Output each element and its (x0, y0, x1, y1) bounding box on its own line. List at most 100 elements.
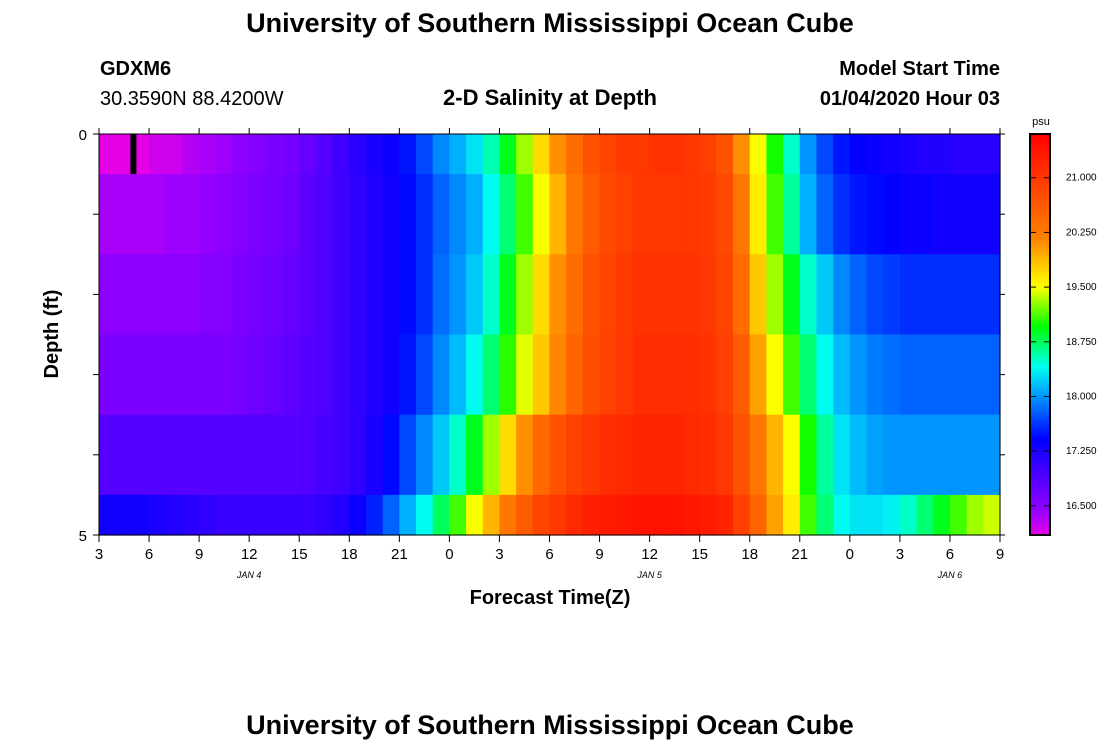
heatmap-cell (365, 414, 384, 496)
heatmap-cell (949, 414, 968, 496)
heatmap-cell (532, 254, 551, 336)
heatmap-cell (332, 254, 350, 336)
heatmap-cell (299, 134, 317, 175)
colorbar-tick-label: 16.500 (1066, 501, 1097, 512)
heatmap-cell (716, 174, 734, 255)
heatmap-cell (849, 414, 868, 496)
heatmap-cell (332, 134, 350, 175)
heatmap-cell (449, 134, 467, 175)
heatmap-cell (249, 254, 267, 336)
colorbar-tick-label: 18.750 (1066, 337, 1097, 348)
heatmap-cell (165, 174, 184, 255)
heatmap-cells (99, 134, 1001, 536)
heatmap-cell (549, 334, 567, 416)
heatmap-cell (733, 414, 751, 496)
heatmap-cell (499, 254, 517, 336)
heatmap-cell (215, 414, 234, 496)
heatmap-cell (399, 334, 417, 416)
heatmap-cell (99, 334, 117, 416)
heatmap-cell (983, 334, 1001, 416)
heatmap-cell (349, 134, 367, 175)
heatmap-cell (132, 494, 150, 536)
heatmap-cell (432, 174, 450, 255)
heatmap-cell (265, 414, 284, 496)
heatmap-cell (716, 494, 734, 536)
x-tick-label: 0 (445, 546, 453, 563)
plot-title: 2-D Salinity at Depth (443, 85, 657, 110)
heatmap-cell (866, 494, 884, 536)
heatmap-cell (899, 254, 918, 336)
heatmap-cell (382, 414, 400, 496)
x-tick-label: 15 (691, 546, 708, 563)
y-axis: 05 (79, 127, 1005, 545)
heatmap-cell (115, 134, 133, 175)
heatmap-cell (549, 174, 567, 255)
colorbar-tick-label: 17.250 (1066, 446, 1097, 457)
heatmap-cell (616, 414, 634, 496)
heatmap-cell (399, 494, 417, 536)
heatmap-cell (132, 334, 150, 416)
heatmap-cell (883, 134, 901, 175)
heatmap-cell (632, 174, 651, 255)
heatmap-cell (716, 414, 734, 496)
x-axis: 3 6 9 12 15 18 21 0 3 6 9 12 15 18 21 0 3 6 9 JAN 4 JAN 5 JAN… (95, 128, 1004, 580)
model-start-label: Model Start Time (839, 58, 1000, 80)
heatmap-cell (482, 174, 501, 255)
heatmap-cell (666, 174, 684, 255)
heatmap-cell (449, 174, 467, 255)
heatmap-cell (432, 254, 450, 336)
heatmap-cell (666, 334, 684, 416)
heatmap-cell (382, 134, 400, 175)
heatmap-cell (432, 414, 450, 496)
heatmap-cell (582, 174, 601, 255)
heatmap-cell (666, 254, 684, 336)
heatmap-cell (416, 174, 434, 255)
heatmap-cell (733, 134, 751, 175)
heatmap-cell (799, 134, 818, 175)
heatmap-cell (299, 334, 317, 416)
heatmap-cell (516, 174, 534, 255)
heatmap-cell (783, 134, 801, 175)
heatmap-cell (365, 174, 384, 255)
heatmap-cell (282, 494, 300, 536)
heatmap-cell (666, 494, 684, 536)
x-tick-label: 12 (241, 546, 258, 563)
colorbar-tick-label: 18.000 (1066, 391, 1097, 402)
heatmap-cell (649, 134, 667, 175)
heatmap-cell (699, 414, 717, 496)
heatmap-cell (582, 414, 601, 496)
heatmap-cell (966, 254, 984, 336)
heatmap-cell (149, 334, 167, 416)
heatmap-cell (466, 134, 484, 175)
heatmap-cell (265, 334, 284, 416)
heatmap-cell (499, 414, 517, 496)
heatmap-cell (833, 254, 851, 336)
heatmap-cell (833, 414, 851, 496)
heatmap-cell (983, 254, 1001, 336)
heatmap-cell (299, 254, 317, 336)
heatmap-cell (749, 174, 768, 255)
heatmap-cell (699, 134, 717, 175)
heatmap-cell (382, 254, 400, 336)
heatmap-cell (733, 174, 751, 255)
heatmap-cell (99, 414, 117, 496)
heatmap-cell (833, 174, 851, 255)
heatmap-cell (516, 254, 534, 336)
heatmap-cell (866, 134, 884, 175)
heatmap-cell (149, 414, 167, 496)
heatmap-cell (699, 174, 717, 255)
heatmap-cell (833, 134, 851, 175)
heatmap-cell (132, 254, 150, 336)
colorbar-tick-label: 19.500 (1066, 282, 1097, 293)
heatmap-cell (182, 414, 200, 496)
heatmap-cell (215, 254, 234, 336)
heatmap-cell (566, 134, 584, 175)
heatmap-cell (749, 254, 768, 336)
heatmap-cell (349, 494, 367, 536)
x-tick-label: 15 (291, 546, 308, 563)
heatmap-cell (666, 414, 684, 496)
heatmap-cell (733, 254, 751, 336)
heatmap-cell (616, 174, 634, 255)
heatmap-cell (215, 494, 234, 536)
heatmap-cell (899, 414, 918, 496)
